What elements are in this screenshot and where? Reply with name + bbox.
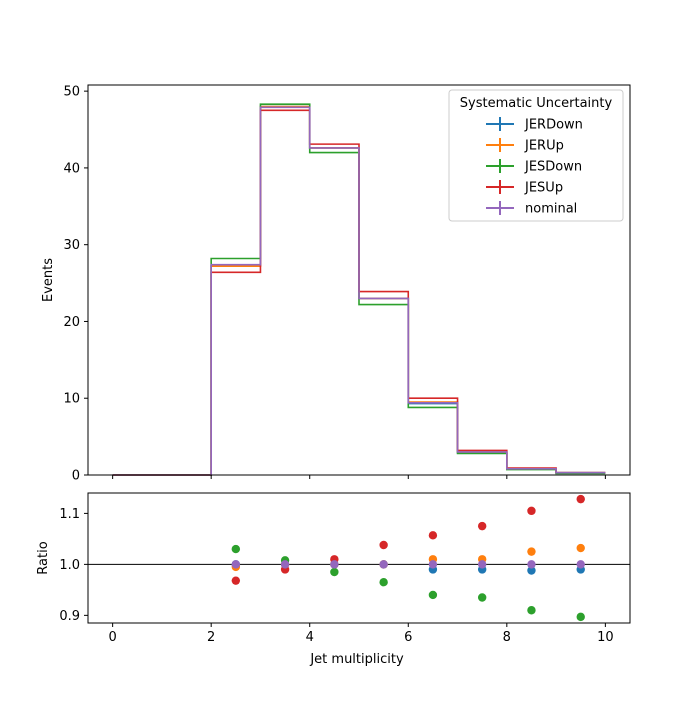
ratio-point-nominal — [527, 560, 536, 569]
main-histogram-panel: 0 10 20 30 40 50 Events Systematic Uncertaint… — [41, 84, 631, 484]
main-y-tick-label: 40 — [63, 161, 80, 176]
main-y-tick-label: 0 — [72, 469, 80, 484]
ratio-y-tick-label: 1.1 — [59, 507, 80, 522]
ratio-point-nominal — [428, 560, 438, 569]
main-y-ticks: 0 10 20 30 40 50 — [63, 85, 88, 484]
ratio-point-jesdown — [428, 590, 438, 600]
ratio-point-jesup — [527, 506, 536, 516]
legend-label-jerup: JERUp — [524, 139, 564, 154]
main-x-ticks — [112, 475, 606, 479]
ratio-point-jesup — [428, 531, 438, 540]
ratio-point-jerup — [576, 543, 585, 553]
ratio-point-jesdown — [477, 593, 487, 602]
ratio-y-ticks: 0.9 1.0 1.1 — [59, 507, 88, 624]
x-axis-label: Jet multiplicity — [309, 652, 404, 667]
ratio-point-nominal — [379, 560, 388, 569]
ratio-point-jesup — [231, 576, 241, 585]
x-tick-label: 4 — [306, 630, 314, 645]
ratio-y-tick-label: 1.0 — [59, 558, 80, 573]
main-y-tick-label: 50 — [63, 85, 80, 100]
legend-box — [448, 89, 624, 222]
ratio-point-jesup — [576, 494, 585, 504]
main-y-axis-label: Events — [41, 258, 56, 302]
legend-label-jesup: JESUp — [524, 181, 563, 196]
main-y-tick-label: 10 — [63, 392, 80, 407]
ratio-point-jesup — [379, 540, 388, 550]
ratio-point-nominal — [330, 560, 339, 569]
legend-label-nominal: nominal — [525, 202, 577, 217]
ratio-point-jerdown — [527, 566, 536, 575]
ratio-point-nominal — [231, 560, 241, 569]
ratio-point-jesdown — [576, 612, 585, 622]
histogram-series-group — [112, 103, 606, 476]
ratio-y-tick-label: 0.9 — [59, 609, 80, 624]
ratio-point-nominal — [576, 560, 585, 569]
ratio-point-nominal — [477, 560, 487, 569]
ratio-point-jerup — [527, 547, 536, 556]
legend-title: Systematic Uncertainty — [460, 96, 613, 111]
legend-entries: JERDown JERUp JESDown JESUp nominal — [486, 117, 583, 217]
ratio-points-group — [231, 494, 585, 622]
ratio-point-jesdown — [379, 578, 388, 587]
ratio-point-jesdown — [330, 567, 339, 577]
x-tick-label: 10 — [597, 630, 614, 645]
legend-label-jesdown: JESDown — [524, 160, 582, 175]
legend-label-jerdown: JERDown — [524, 118, 583, 133]
ratio-panel: 0.9 1.0 1.1 0 2 4 6 8 10 Ratio Jet multiplicity — [36, 492, 631, 667]
x-tick-label: 0 — [108, 630, 116, 645]
ratio-plot-frame — [87, 492, 631, 624]
ratio-x-ticks: 0 2 4 6 8 10 — [108, 623, 614, 645]
main-plot-frame — [87, 84, 631, 476]
legend: Systematic Uncertainty JERDown JERUp JESDo… — [448, 89, 624, 222]
x-tick-label: 8 — [503, 630, 511, 645]
x-tick-label: 2 — [207, 630, 215, 645]
x-tick-label: 6 — [404, 630, 412, 645]
main-y-tick-label: 30 — [63, 238, 80, 253]
ratio-point-jesup — [477, 521, 487, 531]
main-y-tick-label: 20 — [63, 315, 80, 330]
ratio-y-axis-label: Ratio — [36, 541, 51, 574]
ratio-point-jesdown — [231, 544, 241, 554]
ratio-point-jesdown — [527, 606, 536, 615]
ratio-point-nominal — [280, 560, 290, 569]
histogram-line-nominal — [112, 106, 606, 476]
